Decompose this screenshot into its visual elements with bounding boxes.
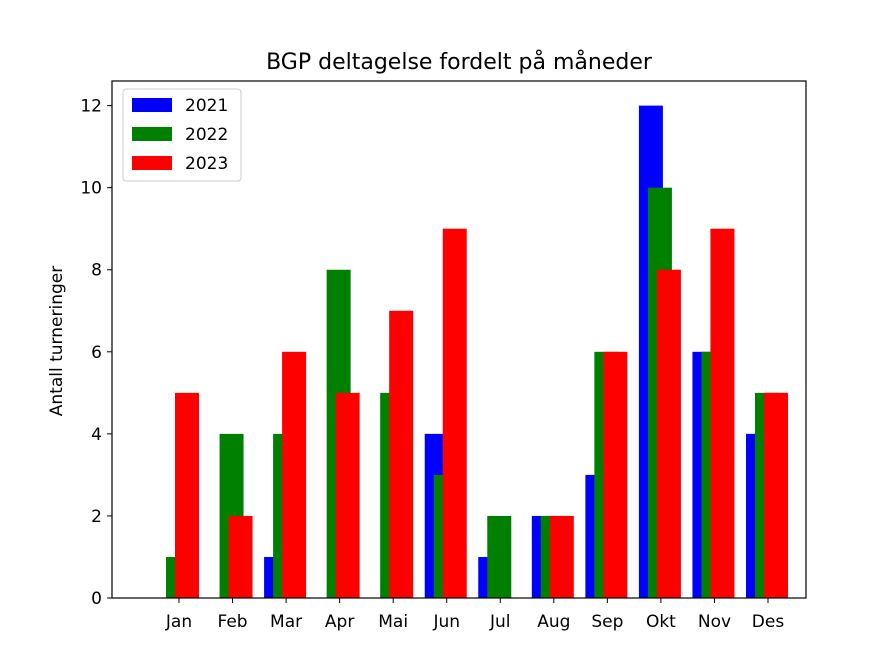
bar-2023-des	[764, 392, 788, 598]
legend-label-2022: 2022	[185, 125, 228, 145]
x-tick-label-nov: Nov	[698, 612, 731, 632]
axes-frame	[111, 80, 807, 599]
legend: 2021 2022 2023	[122, 88, 242, 182]
bar-2023-jun	[442, 228, 467, 598]
x-tick-label-aug: Aug	[537, 612, 570, 632]
y-tick-label: 2	[91, 507, 102, 527]
legend-label-2023: 2023	[185, 154, 228, 174]
x-tick-label-jun: Jun	[432, 612, 460, 632]
y-tick-label: 0	[91, 589, 102, 609]
bar-2023-apr	[335, 392, 360, 598]
legend-swatch-2022	[132, 127, 172, 141]
x-tick-label-des: Des	[752, 612, 785, 632]
x-tick-label-feb: Feb	[217, 612, 247, 632]
x-tick-label-mai: Mai	[378, 612, 408, 632]
x-tick-label-mar: Mar	[270, 612, 302, 632]
x-tick-label-sep: Sep	[591, 612, 623, 632]
y-tick-label: 8	[91, 261, 102, 281]
bar-2023-jan	[175, 392, 199, 598]
y-tick-label: 10	[80, 179, 102, 199]
y-tick-label: 4	[91, 425, 102, 445]
bar-2022-jul	[487, 515, 512, 598]
bar-2023-sep	[603, 351, 628, 598]
x-tick-label-jul: Jul	[489, 612, 511, 632]
bar-2023-aug	[549, 515, 574, 598]
bar-2023-mai	[389, 310, 414, 598]
bar-2023-okt	[656, 269, 681, 598]
legend-swatch-2023	[132, 156, 172, 170]
bar-2023-feb	[228, 515, 253, 598]
x-tick-label-jan: Jan	[165, 612, 192, 632]
legend-swatch-2021	[132, 98, 172, 112]
x-tick-label-apr: Apr	[325, 612, 354, 632]
bar-2023-nov	[710, 228, 735, 598]
chart-title: BGP deltagelse fordelt på måneder	[266, 49, 653, 75]
x-tick-label-okt: Okt	[646, 612, 676, 632]
bar-2023-mar	[282, 351, 307, 598]
y-tick-label: 6	[91, 343, 102, 363]
plot-area: 0 2 4 6 8 10 12 Jan Feb Mar Apr Mai Jun Jul Aug Sep Okt N…	[80, 80, 807, 632]
legend-label-2021: 2021	[185, 96, 228, 116]
y-axis-label: Antall turneringer	[47, 266, 67, 416]
y-tick-label: 12	[80, 97, 102, 117]
